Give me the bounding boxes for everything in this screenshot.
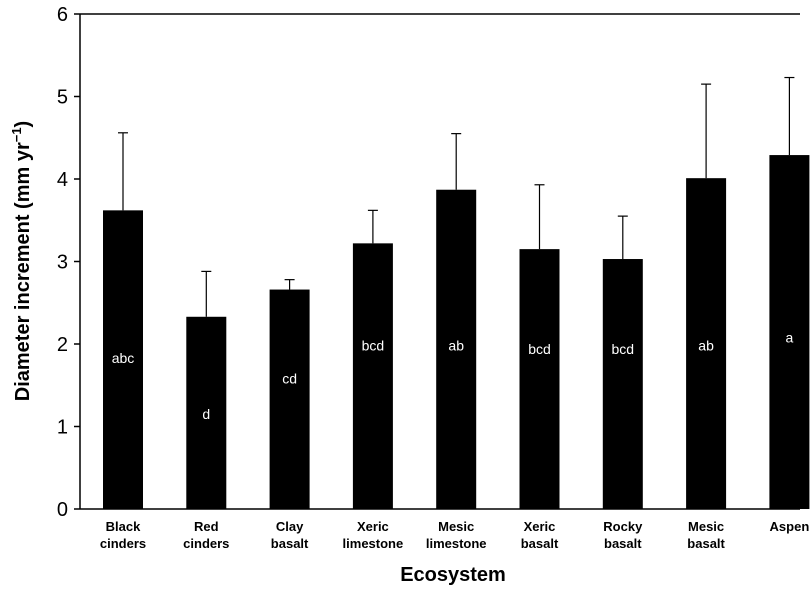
significance-label: bcd bbox=[362, 338, 385, 354]
significance-label: ab bbox=[448, 338, 464, 354]
x-tick-label: Mesic limestone bbox=[426, 519, 487, 551]
significance-label: bcd bbox=[528, 341, 551, 357]
x-tick-label: Clay basalt bbox=[271, 519, 309, 551]
x-tick-label-line: basalt bbox=[687, 536, 725, 551]
x-tick-label: Aspen bbox=[770, 519, 810, 534]
y-axis-title-close: ) bbox=[12, 121, 34, 128]
x-axis-title: Ecosystem bbox=[400, 564, 506, 586]
x-tick-labels: Black cinders Red cinders Clay basalt Xeric lim… bbox=[100, 519, 809, 551]
bar bbox=[353, 243, 393, 509]
x-tick-label-line: basalt bbox=[271, 536, 309, 551]
y-tick-label: 5 bbox=[57, 87, 68, 109]
bar bbox=[520, 249, 560, 509]
x-tick-label-line: Clay bbox=[276, 519, 304, 534]
y-ticks: 0 1 2 3 4 5 6 bbox=[57, 4, 80, 521]
bars: abc d cd bcd ab bcd bcd ab a bbox=[103, 78, 809, 509]
x-tick-label-line: Mesic bbox=[438, 519, 474, 534]
y-tick-label: 2 bbox=[57, 334, 68, 356]
x-tick-label-line: cinders bbox=[100, 536, 146, 551]
x-tick-label: Xeric basalt bbox=[521, 519, 559, 551]
y-tick-label: 4 bbox=[57, 169, 68, 191]
x-tick-label-line: limestone bbox=[343, 536, 404, 551]
significance-label: a bbox=[786, 329, 794, 345]
x-tick-label: Xeric limestone bbox=[343, 519, 404, 551]
x-tick-label: Red cinders bbox=[183, 519, 229, 551]
y-tick-label: 0 bbox=[57, 499, 68, 521]
y-tick-label: 3 bbox=[57, 252, 68, 274]
significance-label: abc bbox=[112, 350, 135, 366]
y-tick-label: 6 bbox=[57, 4, 68, 26]
x-tick-label-line: Black bbox=[106, 519, 141, 534]
significance-label: bcd bbox=[612, 341, 635, 357]
bar bbox=[270, 290, 310, 509]
x-tick-label-line: Mesic bbox=[688, 519, 724, 534]
x-tick-label: Mesic basalt bbox=[687, 519, 725, 551]
x-tick-label-line: basalt bbox=[604, 536, 642, 551]
x-tick-label-line: Red bbox=[194, 519, 219, 534]
significance-label: ab bbox=[698, 338, 714, 354]
x-tick-label-line: Aspen bbox=[770, 519, 810, 534]
y-axis-title-superscript: −1 bbox=[9, 127, 24, 142]
significance-label: d bbox=[202, 406, 210, 422]
y-axis-title: Diameter increment (mm yr−1) bbox=[9, 121, 34, 401]
x-tick-label: Rocky basalt bbox=[603, 519, 643, 551]
significance-label: cd bbox=[282, 371, 297, 387]
x-tick-label-line: Rocky bbox=[603, 519, 643, 534]
x-tick-label-line: cinders bbox=[183, 536, 229, 551]
x-tick-label-line: Xeric bbox=[357, 519, 389, 534]
x-tick-label: Black cinders bbox=[100, 519, 146, 551]
bar bbox=[603, 259, 643, 509]
y-axis-title-main: Diameter increment (mm yr bbox=[12, 142, 34, 401]
y-tick-label: 1 bbox=[57, 417, 68, 439]
x-tick-label-line: basalt bbox=[521, 536, 559, 551]
x-tick-label-line: limestone bbox=[426, 536, 487, 551]
x-tick-label-line: Xeric bbox=[524, 519, 556, 534]
